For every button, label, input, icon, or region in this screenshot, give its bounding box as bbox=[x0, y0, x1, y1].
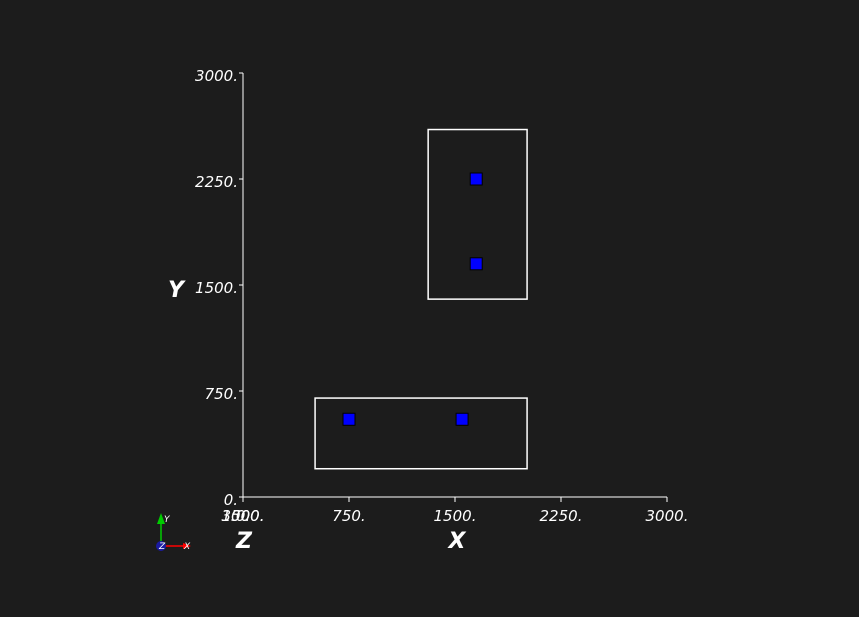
data-point bbox=[455, 412, 469, 426]
y-tick-label: 2250. bbox=[195, 173, 238, 191]
y-axis-title: Y bbox=[168, 278, 186, 303]
triad-x-label: X bbox=[183, 542, 191, 552]
y-tick-label: 1500. bbox=[195, 279, 238, 297]
bounding-box-2 bbox=[427, 128, 528, 300]
z-axis-title: Z bbox=[235, 529, 253, 554]
x-tick-label: 3000. bbox=[646, 507, 689, 525]
bounding-boxes bbox=[314, 128, 528, 470]
y-tick-label: 0. bbox=[224, 491, 238, 509]
z-tick-label: 1500. bbox=[222, 507, 265, 525]
data-point bbox=[469, 257, 483, 271]
x-tick-label: 750. bbox=[332, 507, 365, 525]
z-tick-label: 0. bbox=[236, 507, 250, 525]
triad-z-dot bbox=[156, 541, 166, 551]
triad-y-arrowhead bbox=[157, 513, 165, 524]
triad-x-arrowhead bbox=[183, 543, 191, 549]
x-axis-title: X bbox=[447, 529, 467, 554]
y-tick-label: 3000. bbox=[195, 67, 238, 85]
triad-y-label: Y bbox=[164, 515, 171, 525]
data-point bbox=[342, 412, 356, 426]
triad-z-label: Z bbox=[158, 542, 166, 552]
bounding-box-1 bbox=[314, 397, 528, 470]
tick-labels: 750. 1500. 2250. 3000.0.750.1500.2250.3000.… bbox=[195, 67, 688, 525]
data-point bbox=[469, 172, 483, 186]
x-tick-label: 1500. bbox=[434, 507, 477, 525]
x-tick-label: 2250. bbox=[540, 507, 583, 525]
data-points bbox=[342, 172, 483, 426]
z-tick-label: 3000. bbox=[222, 507, 265, 525]
orientation-triad: Y X Z bbox=[156, 513, 191, 552]
axes bbox=[242, 73, 667, 498]
y-tick-label: 750. bbox=[205, 385, 238, 403]
